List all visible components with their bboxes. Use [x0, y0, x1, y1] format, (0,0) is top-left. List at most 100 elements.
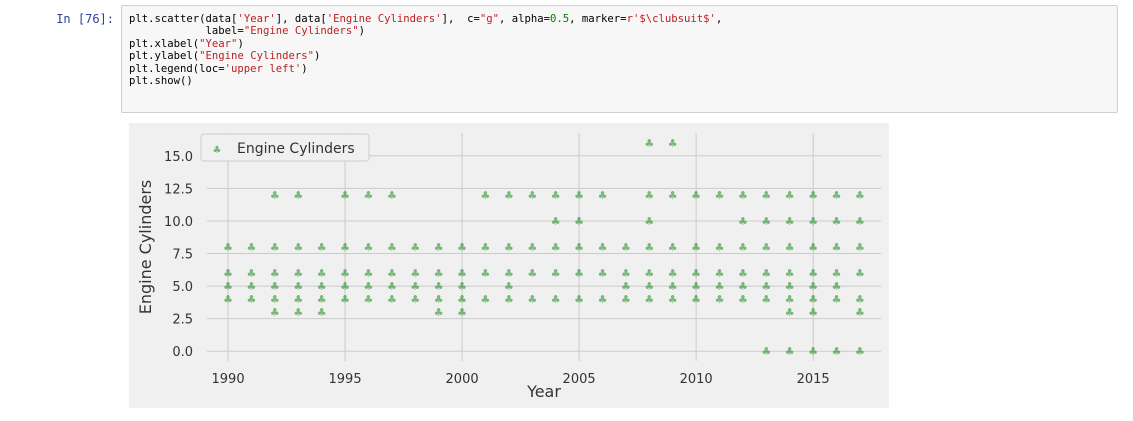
scatter-point: ♣ [785, 306, 795, 319]
scatter-point: ♣ [270, 241, 280, 254]
scatter-point: ♣ [340, 189, 350, 202]
code-token: "Engine Cylinders" [243, 25, 359, 38]
scatter-point: ♣ [832, 267, 842, 280]
scatter-point: ♣ [668, 267, 678, 280]
scatter-point: ♣ [832, 345, 842, 358]
scatter-point: ♣ [434, 267, 444, 280]
x-tick-label: 2010 [680, 372, 713, 387]
code-token: , [715, 13, 723, 25]
scatter-point: ♣ [364, 267, 374, 280]
scatter-point: ♣ [832, 215, 842, 228]
scatter-point: ♣ [504, 293, 514, 306]
scatter-point: ♣ [457, 293, 467, 306]
scatter-point: ♣ [574, 241, 584, 254]
scatter-point: ♣ [270, 280, 280, 293]
scatter-point: ♣ [832, 241, 842, 254]
x-tick-label: 1995 [329, 372, 362, 387]
code-token: 'upper left' [224, 62, 302, 75]
scatter-point: ♣ [761, 293, 771, 306]
scatter-point: ♣ [340, 293, 350, 306]
cell-prompt: In [76]: [56, 12, 114, 26]
scatter-point: ♣ [785, 280, 795, 293]
scatter-chart: ♣ ♣ ♣ ♣ ♣ ♣ ♣ ♣ ♣ ♣ ♣ ♣ ♣ ♣ ♣ ♣ ♣ ♣ ♣ ♣ ♣ ♣ ♣ ♣ ♣ ♣ ♣ ♣ ♣ ♣ ♣ ♣ ♣ ♣ ♣ ♣ ♣ ♣ ♣ ♣… [129, 123, 889, 408]
scatter-point: ♣ [481, 241, 491, 254]
scatter-point: ♣ [598, 293, 608, 306]
scatter-point: ♣ [808, 293, 818, 306]
scatter-point: ♣ [364, 189, 374, 202]
scatter-point: ♣ [293, 280, 303, 293]
scatter-point: ♣ [457, 267, 467, 280]
legend-label: Engine Cylinders [237, 141, 355, 157]
scatter-point: ♣ [785, 293, 795, 306]
y-tick-label: 5.0 [172, 280, 193, 295]
code-token: "Year" [199, 37, 238, 50]
x-tick-label: 2015 [797, 372, 830, 387]
scatter-point: ♣ [340, 267, 350, 280]
scatter-point: ♣ [270, 189, 280, 202]
scatter-point: ♣ [364, 293, 374, 306]
scatter-point: ♣ [223, 280, 233, 293]
scatter-point: ♣ [247, 280, 257, 293]
scatter-point: ♣ [270, 293, 280, 306]
scatter-point: ♣ [855, 306, 865, 319]
scatter-point: ♣ [832, 293, 842, 306]
scatter-point: ♣ [504, 280, 514, 293]
code-token: ], c= [441, 13, 480, 25]
scatter-point: ♣ [761, 267, 771, 280]
scatter-point: ♣ [527, 189, 537, 202]
scatter-point: ♣ [317, 241, 327, 254]
x-tick-label: 2000 [446, 372, 479, 387]
scatter-point: ♣ [364, 241, 374, 254]
scatter-point: ♣ [715, 241, 725, 254]
code-token: "Engine Cylinders" [199, 50, 314, 63]
scatter-point: ♣ [691, 293, 701, 306]
scatter-point: ♣ [410, 293, 420, 306]
scatter-point: ♣ [668, 280, 678, 293]
scatter-point: ♣ [808, 215, 818, 228]
scatter-point: ♣ [808, 306, 818, 319]
scatter-point: ♣ [247, 267, 257, 280]
scatter-point: ♣ [691, 280, 701, 293]
scatter-point: ♣ [317, 293, 327, 306]
scatter-point: ♣ [785, 267, 795, 280]
scatter-point: ♣ [410, 280, 420, 293]
scatter-point: ♣ [855, 215, 865, 228]
code-cell-editor[interactable]: plt.scatter(data['Year'], data['Engine C… [121, 5, 1118, 113]
scatter-point: ♣ [598, 189, 608, 202]
x-tick-label: 2005 [563, 372, 596, 387]
scatter-point: ♣ [785, 189, 795, 202]
scatter-point: ♣ [247, 293, 257, 306]
scatter-point: ♣ [223, 293, 233, 306]
scatter-point: ♣ [364, 280, 374, 293]
scatter-point: ♣ [691, 189, 701, 202]
scatter-point: ♣ [598, 241, 608, 254]
scatter-point: ♣ [621, 241, 631, 254]
y-tick-label: 0.0 [172, 345, 193, 360]
x-tick-labels: 1990 1995 2000 2005 2010 2015 [212, 372, 830, 387]
code-line: plt.scatter(data['Year'], data['Engine C… [129, 13, 1111, 25]
scatter-point: ♣ [621, 293, 631, 306]
scatter-point: ♣ [621, 267, 631, 280]
code-token: , marker= [569, 13, 627, 25]
scatter-point: ♣ [481, 293, 491, 306]
scatter-points: ♣ ♣ ♣ ♣ ♣ ♣ ♣ ♣ ♣ ♣ ♣ ♣ ♣ ♣ ♣ ♣ ♣ ♣ ♣ ♣ ♣ ♣ ♣ ♣ ♣ ♣ ♣ ♣ ♣ ♣ ♣ ♣ ♣ ♣ ♣ ♣ ♣ ♣ ♣ ♣… [223, 137, 865, 358]
scatter-point: ♣ [387, 293, 397, 306]
code-token: ) [237, 37, 244, 50]
y-tick-label: 2.5 [172, 313, 193, 328]
y-tick-labels: 0.0 2.5 5.0 7.5 10.0 12.5 15.0 [164, 150, 193, 360]
scatter-point: ♣ [551, 267, 561, 280]
scatter-point: ♣ [434, 280, 444, 293]
x-axis-label: Year [526, 382, 561, 401]
scatter-point: ♣ [293, 306, 303, 319]
code-line: plt.xlabel("Year") [129, 38, 1111, 50]
y-tick-label: 7.5 [172, 248, 193, 263]
scatter-point: ♣ [808, 345, 818, 358]
code-token: plt.ylabel( [129, 50, 200, 63]
scatter-point: ♣ [317, 306, 327, 319]
scatter-point: ♣ [340, 280, 350, 293]
scatter-point: ♣ [270, 306, 280, 319]
code-token: ) [358, 25, 366, 38]
scatter-point: ♣ [808, 280, 818, 293]
scatter-point: ♣ [527, 267, 537, 280]
scatter-point: ♣ [527, 293, 537, 306]
